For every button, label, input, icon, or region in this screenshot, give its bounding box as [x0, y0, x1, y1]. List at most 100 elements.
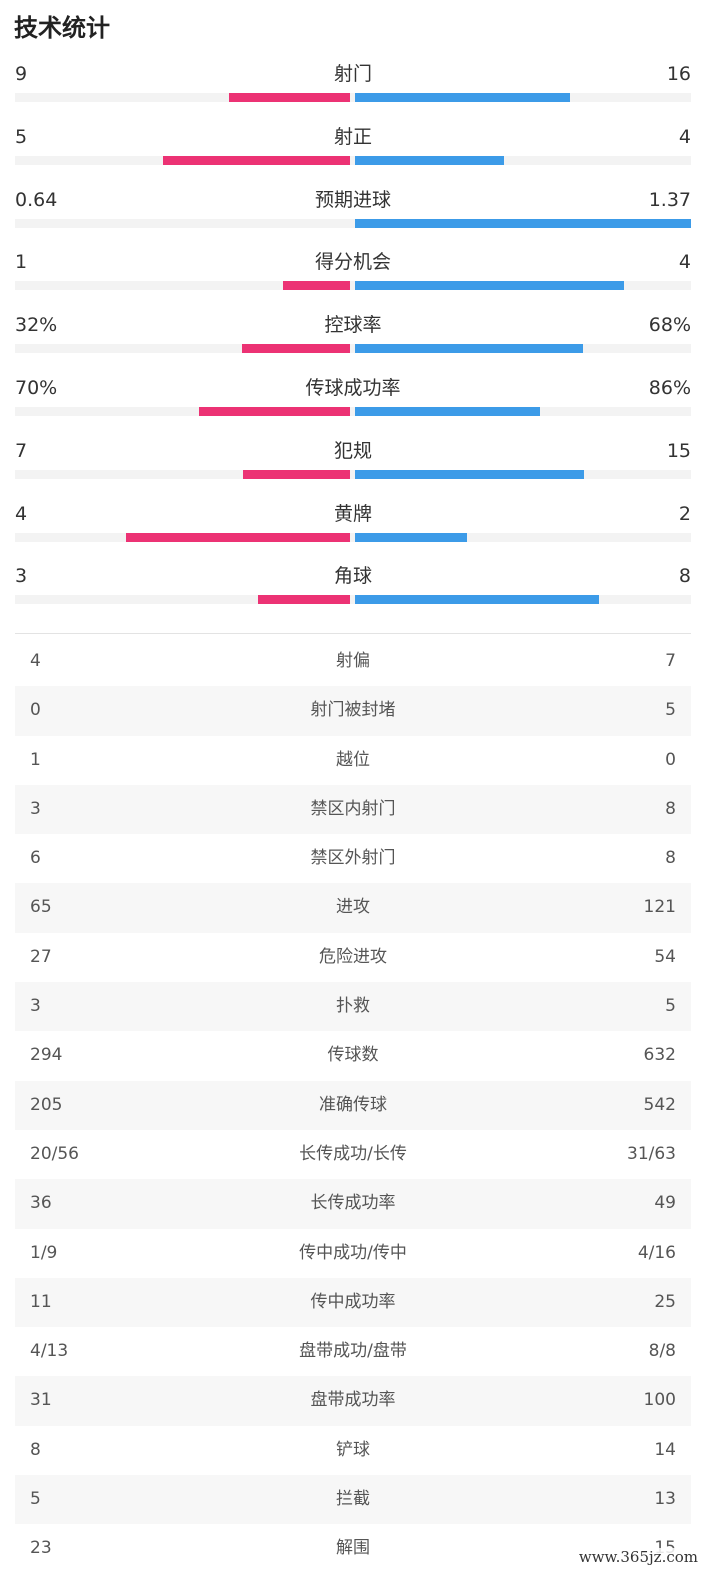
stats-table: 4 射偏 7 0 射门被封堵 5 1 越位 0 3 禁区内射门 8 6 禁区外射门 8 65 进攻 121 27 危险… — [15, 637, 691, 1574]
site-watermark: www.365jz.com — [576, 1548, 700, 1566]
home-value: 4 — [15, 502, 28, 525]
away-value: 542 — [643, 1094, 676, 1115]
home-value: 32% — [15, 314, 58, 337]
away-value: 5 — [665, 700, 676, 721]
home-bar — [163, 155, 350, 165]
home-value: 70% — [15, 377, 58, 399]
home-value: 4 — [30, 651, 41, 671]
bar-stat-row: 1 得分机会 4 — [15, 248, 691, 308]
table-row: 65 进攻 121 — [15, 883, 691, 933]
bar-stat-row: 4 黄牌 2 — [15, 500, 691, 560]
stat-label: 角球 — [333, 565, 372, 588]
stat-label: 长传成功率 — [310, 1193, 396, 1214]
home-value: 31 — [30, 1390, 52, 1411]
away-value: 14 — [654, 1439, 676, 1460]
table-row: 1/9 传中成功/传中 4/16 — [15, 1229, 691, 1278]
home-bar — [199, 407, 350, 416]
stat-label: 危险进攻 — [319, 946, 387, 967]
stat-label: 铲球 — [336, 1439, 370, 1460]
away-value: 13 — [654, 1489, 676, 1510]
stat-label: 准确传球 — [319, 1094, 387, 1115]
home-value: 3 — [15, 565, 28, 588]
home-value: 7 — [15, 439, 28, 462]
stat-bar-track — [15, 407, 691, 416]
stat-label: 得分机会 — [314, 251, 391, 274]
away-value: 5 — [665, 996, 676, 1017]
table-row: 31 盘带成功率 100 — [15, 1376, 691, 1426]
section-divider — [15, 633, 691, 634]
stat-label: 传球成功率 — [305, 377, 401, 399]
stat-bar-track — [15, 218, 691, 228]
stat-label: 进攻 — [336, 897, 370, 918]
home-bar — [242, 344, 350, 354]
away-value: 31/63 — [627, 1143, 676, 1164]
stat-label: 盘带成功/盘带 — [299, 1341, 407, 1362]
table-row: 4/13 盘带成功/盘带 8/8 — [15, 1327, 691, 1376]
stat-bar-track — [15, 469, 691, 479]
home-value: 20/56 — [30, 1143, 79, 1164]
stat-label: 禁区内射门 — [310, 798, 396, 819]
away-value: 4/16 — [637, 1242, 676, 1263]
bar-stat-row: 70% 传球成功率 86% — [15, 374, 691, 434]
stat-label: 传球数 — [327, 1045, 379, 1066]
away-value: 8 — [665, 798, 676, 819]
stat-label: 解围 — [336, 1538, 370, 1559]
home-value: 27 — [30, 946, 52, 967]
table-row: 4 射偏 7 — [15, 637, 691, 686]
stat-label: 传中成功率 — [310, 1291, 396, 1312]
stat-label: 传中成功/传中 — [299, 1242, 407, 1263]
away-value: 0 — [665, 749, 676, 770]
table-row: 1 越位 0 — [15, 736, 691, 785]
stat-label: 控球率 — [324, 314, 382, 337]
stat-label: 射偏 — [336, 651, 370, 671]
stat-label: 盘带成功率 — [310, 1390, 396, 1411]
stat-label: 预期进球 — [314, 188, 391, 211]
home-value: 1 — [30, 749, 41, 770]
away-value: 8/8 — [648, 1341, 676, 1362]
home-value: 8 — [30, 1439, 41, 1460]
away-value: 25 — [654, 1291, 676, 1312]
home-value: 3 — [30, 798, 41, 819]
bar-stat-row: 3 角球 8 — [15, 562, 691, 622]
table-row: 6 禁区外射门 8 — [15, 834, 691, 883]
home-value: 65 — [30, 897, 52, 918]
stat-label: 拦截 — [336, 1489, 370, 1510]
stat-label: 禁区外射门 — [310, 848, 396, 869]
page-title: 技术统计 — [14, 14, 110, 42]
home-value: 3 — [30, 996, 41, 1017]
table-row: 0 射门被封堵 5 — [15, 686, 691, 736]
home-value: 0.64 — [15, 188, 58, 211]
stat-label: 越位 — [336, 749, 370, 770]
away-value: 632 — [643, 1045, 676, 1066]
stat-label: 射门 — [333, 63, 372, 85]
stat-label: 扑救 — [336, 996, 370, 1017]
away-bar — [355, 595, 599, 605]
home-bar — [258, 595, 350, 605]
stat-label: 长传成功/长传 — [299, 1143, 407, 1164]
bar-stat-row: 32% 控球率 68% — [15, 311, 691, 371]
stat-label: 射正 — [333, 125, 372, 148]
home-bar — [126, 532, 350, 542]
away-bar — [355, 93, 570, 102]
away-bar — [355, 469, 584, 479]
away-value: 4 — [678, 251, 691, 274]
home-value: 5 — [15, 125, 28, 148]
away-value: 54 — [654, 946, 676, 967]
bar-stat-row: 7 犯规 15 — [15, 437, 691, 497]
bar-stat-row: 9 射门 16 — [15, 60, 691, 120]
stat-label: 射门被封堵 — [310, 700, 396, 721]
away-value: 2 — [678, 502, 691, 525]
away-value: 8 — [665, 848, 676, 869]
home-bar — [243, 469, 350, 479]
home-bar — [229, 93, 350, 102]
stat-label: 黄牌 — [333, 502, 372, 525]
away-value: 86% — [648, 377, 691, 399]
table-row: 5 拦截 13 — [15, 1475, 691, 1525]
home-value: 9 — [15, 63, 28, 85]
home-bar — [283, 281, 350, 291]
table-row: 3 扑救 5 — [15, 982, 691, 1032]
stat-bar-track — [15, 532, 691, 542]
home-value: 36 — [30, 1193, 52, 1214]
table-row: 8 铲球 14 — [15, 1426, 691, 1475]
home-value: 5 — [30, 1489, 41, 1510]
